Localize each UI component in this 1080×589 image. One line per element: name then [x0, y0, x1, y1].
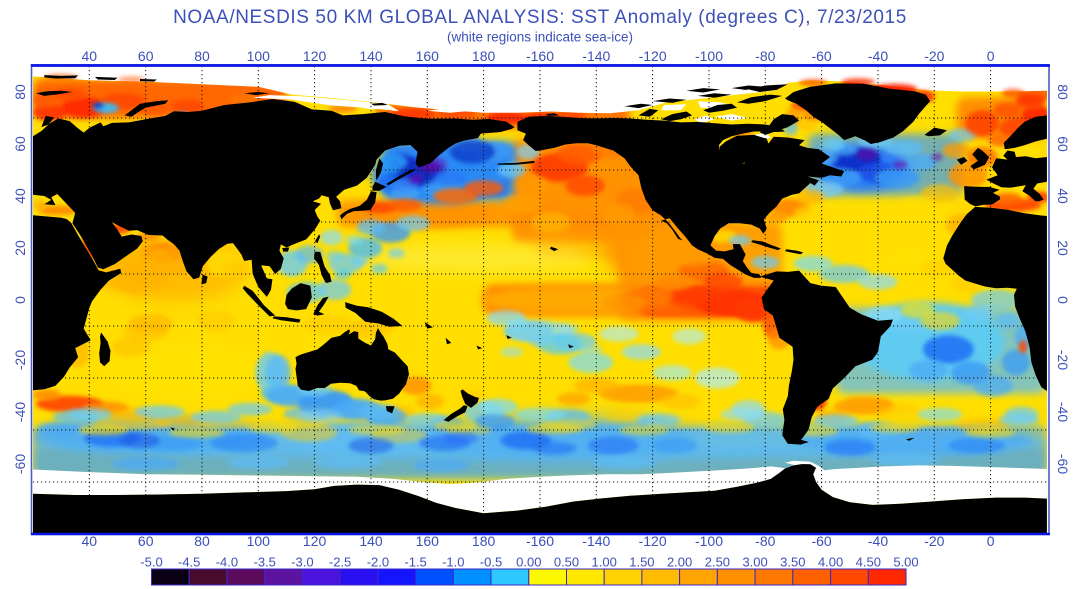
svg-text:-80: -80: [755, 48, 775, 64]
svg-text:140: 140: [359, 48, 383, 64]
svg-text:-80: -80: [755, 533, 775, 549]
svg-text:-60: -60: [811, 533, 831, 549]
svg-text:2.00: 2.00: [667, 555, 692, 570]
svg-text:100: 100: [247, 48, 271, 64]
svg-text:(white regions indicate sea-ic: (white regions indicate sea-ice): [447, 30, 633, 45]
svg-text:-40: -40: [1055, 402, 1071, 422]
svg-text:60: 60: [1055, 136, 1071, 152]
svg-text:20: 20: [1055, 240, 1071, 256]
svg-text:-40: -40: [868, 533, 888, 549]
svg-text:-140: -140: [582, 48, 610, 64]
svg-text:160: 160: [416, 48, 440, 64]
svg-text:20: 20: [12, 240, 28, 256]
svg-text:60: 60: [138, 533, 154, 549]
svg-text:0: 0: [987, 533, 995, 549]
svg-text:0: 0: [12, 296, 28, 304]
svg-text:40: 40: [82, 533, 98, 549]
svg-text:-20: -20: [1055, 350, 1071, 370]
svg-text:-4.5: -4.5: [178, 555, 200, 570]
svg-text:-20: -20: [12, 350, 28, 370]
svg-text:80: 80: [194, 48, 210, 64]
svg-text:120: 120: [303, 48, 327, 64]
svg-text:-0.5: -0.5: [480, 555, 502, 570]
svg-text:140: 140: [359, 533, 383, 549]
svg-text:-140: -140: [582, 533, 610, 549]
svg-text:-40: -40: [868, 48, 888, 64]
svg-text:180: 180: [472, 48, 496, 64]
svg-text:-2.5: -2.5: [329, 555, 351, 570]
svg-text:-3.0: -3.0: [291, 555, 313, 570]
svg-text:0: 0: [1055, 296, 1071, 304]
svg-text:40: 40: [1055, 188, 1071, 204]
svg-text:100: 100: [247, 533, 271, 549]
svg-text:-4.0: -4.0: [216, 555, 238, 570]
svg-text:80: 80: [1055, 84, 1071, 100]
svg-text:-120: -120: [639, 533, 667, 549]
svg-text:-100: -100: [695, 48, 723, 64]
svg-text:1.50: 1.50: [629, 555, 654, 570]
svg-text:-1.5: -1.5: [404, 555, 426, 570]
svg-text:60: 60: [12, 136, 28, 152]
svg-text:-160: -160: [526, 533, 554, 549]
svg-text:-100: -100: [695, 533, 723, 549]
svg-text:1.00: 1.00: [592, 555, 617, 570]
svg-text:-60: -60: [1055, 454, 1071, 474]
svg-text:4.00: 4.00: [818, 555, 843, 570]
svg-text:40: 40: [12, 188, 28, 204]
svg-text:0: 0: [987, 48, 995, 64]
svg-text:-60: -60: [811, 48, 831, 64]
svg-text:NOAA/NESDIS 50 KM GLOBAL ANALY: NOAA/NESDIS 50 KM GLOBAL ANALYSIS: SST A…: [173, 7, 907, 28]
svg-text:-1.0: -1.0: [442, 555, 464, 570]
svg-text:3.00: 3.00: [742, 555, 767, 570]
svg-text:5.00: 5.00: [893, 555, 918, 570]
svg-text:2.50: 2.50: [705, 555, 730, 570]
svg-text:40: 40: [82, 48, 98, 64]
svg-text:160: 160: [416, 533, 440, 549]
svg-text:80: 80: [194, 533, 210, 549]
svg-text:-60: -60: [12, 454, 28, 474]
svg-text:-20: -20: [924, 533, 944, 549]
svg-text:60: 60: [138, 48, 154, 64]
svg-text:-3.5: -3.5: [253, 555, 275, 570]
svg-text:3.50: 3.50: [780, 555, 805, 570]
svg-text:80: 80: [12, 84, 28, 100]
svg-text:-20: -20: [924, 48, 944, 64]
svg-text:120: 120: [303, 533, 327, 549]
svg-text:-120: -120: [639, 48, 667, 64]
svg-text:-40: -40: [12, 402, 28, 422]
svg-text:180: 180: [472, 533, 496, 549]
svg-text:-160: -160: [526, 48, 554, 64]
svg-text:-2.0: -2.0: [367, 555, 389, 570]
svg-text:0.00: 0.00: [516, 555, 541, 570]
svg-text:0.50: 0.50: [554, 555, 579, 570]
svg-text:-5.0: -5.0: [140, 555, 162, 570]
svg-text:4.50: 4.50: [856, 555, 881, 570]
